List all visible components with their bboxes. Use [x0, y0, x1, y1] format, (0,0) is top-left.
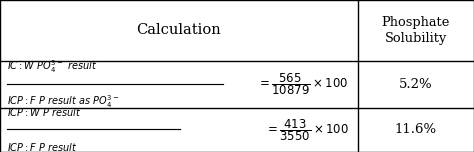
Text: 5.2%: 5.2%	[399, 78, 433, 91]
Text: $\mathit{ICP{:}W\ P\ result}$: $\mathit{ICP{:}W\ P\ result}$	[7, 107, 82, 118]
Text: $= \dfrac{413}{3550} \times 100$: $= \dfrac{413}{3550} \times 100$	[264, 117, 348, 143]
Text: $\mathit{IC{:}W\ PO_4^{3-}\ result}$: $\mathit{IC{:}W\ PO_4^{3-}\ result}$	[7, 59, 97, 75]
Text: 11.6%: 11.6%	[395, 123, 437, 136]
Text: $= \dfrac{565}{10879} \times 100$: $= \dfrac{565}{10879} \times 100$	[257, 71, 348, 97]
Text: $\mathit{ICP{:}F\ P\ result}$: $\mathit{ICP{:}F\ P\ result}$	[7, 142, 78, 152]
Text: Phosphate
Solubility: Phosphate Solubility	[382, 16, 450, 45]
Text: $\mathit{ICP{:}F\ P\ result\ as\ PO_4^{3-}}$: $\mathit{ICP{:}F\ P\ result\ as\ PO_4^{3…	[7, 93, 120, 110]
Text: Calculation: Calculation	[137, 23, 221, 37]
